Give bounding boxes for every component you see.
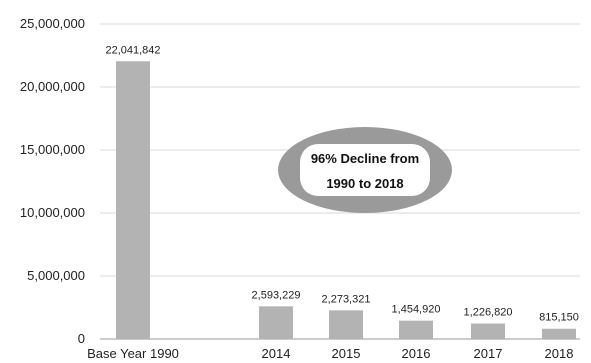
x-tick-label: 2017 [474, 346, 503, 361]
bars [116, 61, 576, 339]
x-tick-label: 2015 [332, 346, 361, 361]
y-axis-ticks: 0 5,000,000 10,000,000 15,000,000 20,000,000… [20, 16, 85, 346]
data-label: 2,273,321 [322, 293, 371, 305]
y-tick-label: 10,000,000 [20, 205, 85, 220]
y-tick-label: 25,000,000 [20, 16, 85, 31]
data-label: 2,593,229 [252, 289, 301, 301]
callout-line2: 1990 to 2018 [326, 176, 403, 191]
y-tick-label: 5,000,000 [27, 268, 85, 283]
callout-line1: 96% Decline from [311, 151, 419, 166]
data-label: 22,041,842 [105, 44, 160, 56]
bar [471, 323, 505, 339]
x-tick-label: 2016 [402, 346, 431, 361]
decline-callout: 96% Decline from 1990 to 2018 [278, 127, 452, 213]
y-tick-label: 15,000,000 [20, 142, 85, 157]
bar [116, 61, 150, 339]
bar [542, 328, 576, 339]
x-tick-label: 2014 [262, 346, 291, 361]
data-labels: 22,041,842 2,593,229 2,273,321 1,454,920 1,2… [105, 44, 578, 323]
x-tick-label: Base Year 1990 [87, 346, 179, 361]
bar [399, 320, 433, 339]
bar [259, 306, 293, 339]
data-label: 1,454,920 [392, 304, 441, 316]
data-label: 815,150 [539, 312, 579, 324]
x-axis-labels: Base Year 1990 2014 2015 2016 2017 2018 [87, 346, 573, 361]
bar [329, 310, 363, 339]
y-tick-label: 0 [78, 331, 85, 346]
y-tick-label: 20,000,000 [20, 79, 85, 94]
data-label: 1,226,820 [464, 307, 513, 319]
x-tick-label: 2018 [545, 346, 574, 361]
callout-box [300, 144, 430, 196]
